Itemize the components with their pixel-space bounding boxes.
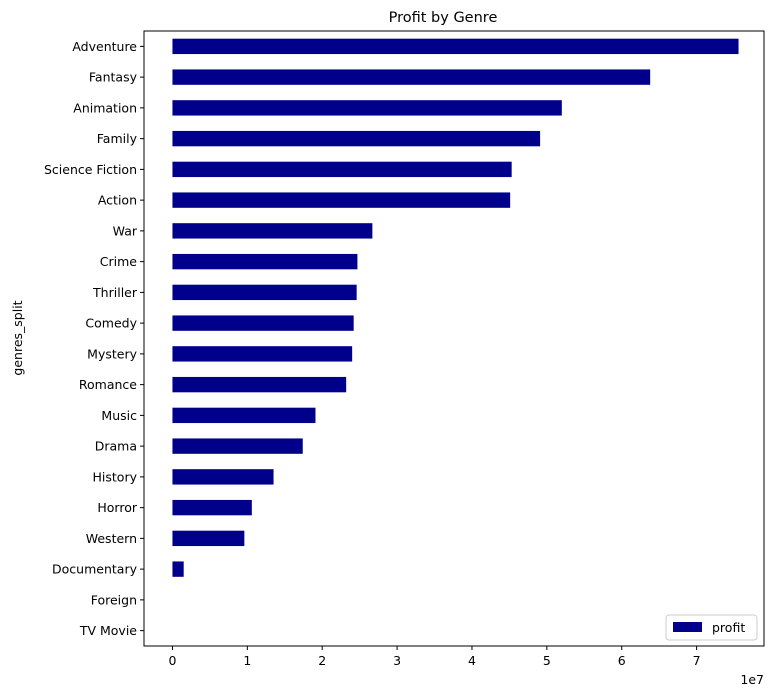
- bar: [172, 315, 354, 331]
- chart-title: Profit by Genre: [389, 10, 498, 26]
- y-tick-label: Science Fiction: [44, 162, 137, 177]
- bar: [172, 346, 353, 362]
- bar: [172, 407, 316, 424]
- x-tick-label: 1: [243, 653, 251, 668]
- y-tick-label: Crime: [100, 254, 138, 269]
- y-tick-label: War: [113, 223, 138, 238]
- x-axis-offset-text: 1e7: [740, 672, 764, 687]
- x-tick-label: 7: [693, 653, 701, 668]
- y-tick-label: Action: [98, 193, 137, 208]
- x-tick-label: 6: [618, 653, 626, 668]
- y-tick-label: Music: [101, 408, 137, 423]
- y-tick-label: Adventure: [72, 39, 137, 54]
- y-tick-label: Comedy: [85, 316, 137, 331]
- y-axis-label: genres_split: [10, 300, 25, 375]
- x-tick-label: 5: [543, 653, 551, 668]
- bar: [172, 100, 562, 116]
- y-tick-label: TV Movie: [79, 623, 137, 638]
- y-tick-label: Documentary: [52, 562, 138, 577]
- bar: [172, 223, 373, 239]
- bar: [172, 376, 347, 393]
- bar: [172, 38, 739, 55]
- bar: [172, 130, 541, 147]
- legend-box: [665, 614, 758, 641]
- bar: [172, 499, 252, 516]
- bar: [172, 469, 274, 485]
- legend-swatch: [673, 622, 702, 632]
- y-tick-label: Drama: [95, 439, 137, 454]
- legend: profit: [665, 614, 758, 641]
- y-tick-label: Foreign: [91, 592, 137, 607]
- bar: [172, 284, 357, 301]
- bar: [172, 253, 358, 270]
- x-tick-label: 4: [468, 653, 476, 668]
- legend-label: profit: [712, 620, 745, 635]
- bar: [172, 561, 184, 577]
- y-axis-ticks: Adventure Fantasy Animation Family Science F…: [44, 39, 144, 638]
- y-tick-label: Animation: [73, 100, 137, 115]
- y-tick-label: Romance: [79, 377, 137, 392]
- y-tick-label: Fantasy: [89, 70, 138, 85]
- x-axis-ticks: 0 1 2 3 4 5 6 7: [168, 646, 701, 668]
- bar: [172, 530, 245, 547]
- y-tick-label: Family: [97, 131, 138, 146]
- bar: [172, 192, 511, 208]
- bars-layer: [172, 38, 739, 577]
- y-tick-label: History: [93, 469, 138, 484]
- plot-frame: [143, 30, 765, 647]
- y-tick-label: Mystery: [87, 346, 137, 361]
- y-tick-label: Western: [86, 531, 137, 546]
- y-tick-label: Thriller: [92, 285, 138, 300]
- x-tick-label: 0: [168, 653, 176, 668]
- bar: [172, 438, 303, 454]
- y-tick-label: Horror: [97, 500, 137, 515]
- x-tick-label: 3: [393, 653, 401, 668]
- x-tick-label: 2: [318, 653, 326, 668]
- bar: [172, 161, 512, 178]
- bar: [172, 69, 651, 85]
